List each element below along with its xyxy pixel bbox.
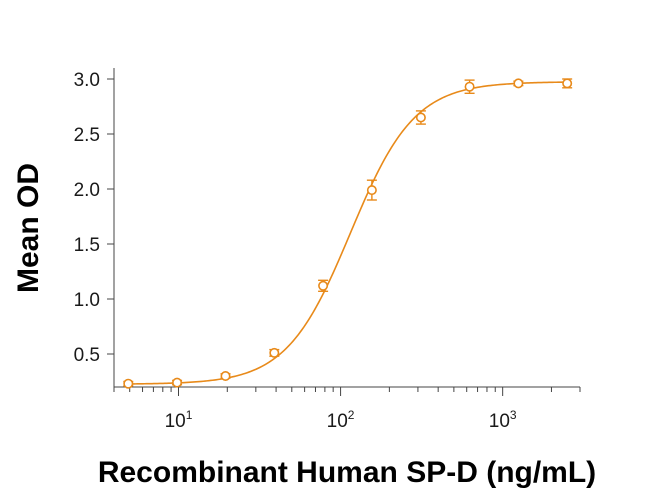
data-point bbox=[415, 110, 426, 125]
point-marker bbox=[220, 370, 231, 381]
y-tick-label: 2.0 bbox=[74, 180, 100, 201]
point-marker bbox=[269, 347, 280, 358]
data-point bbox=[562, 78, 573, 89]
point-marker bbox=[415, 112, 426, 123]
data-point bbox=[318, 279, 329, 292]
fit-curve bbox=[128, 81, 568, 385]
data-point bbox=[123, 378, 134, 389]
x-tick-label: 101 bbox=[165, 408, 193, 432]
data-point bbox=[172, 377, 183, 388]
axes bbox=[113, 68, 580, 388]
data-point bbox=[464, 79, 475, 95]
y-tick-label: 3.0 bbox=[74, 70, 100, 91]
point-marker bbox=[123, 378, 134, 389]
data-point bbox=[220, 370, 231, 381]
ticks bbox=[107, 78, 581, 396]
x-axis-title: Recombinant Human SP-D (ng/mL) bbox=[98, 456, 596, 489]
point-marker bbox=[562, 78, 573, 89]
y-tick-label: 1.0 bbox=[74, 290, 100, 311]
y-axis-title: Mean OD bbox=[12, 163, 45, 293]
data-point bbox=[269, 347, 280, 358]
x-tick-label: 102 bbox=[327, 408, 355, 432]
point-marker bbox=[172, 377, 183, 388]
x-tick-label: 103 bbox=[489, 408, 517, 432]
tick-labels: 0.5 1.0 1.5 2.0 2.5 3.0 101 102 103 bbox=[74, 70, 517, 432]
point-marker bbox=[366, 185, 377, 196]
fit-curve-group bbox=[128, 81, 568, 385]
data-points-group bbox=[123, 78, 573, 389]
y-tick-label: 1.5 bbox=[74, 235, 100, 256]
data-point bbox=[366, 179, 377, 201]
y-tick-label: 2.5 bbox=[74, 125, 100, 146]
point-marker bbox=[464, 81, 475, 92]
point-marker bbox=[513, 78, 524, 89]
point-marker bbox=[318, 280, 329, 291]
y-tick-label: 0.5 bbox=[74, 345, 100, 366]
data-point bbox=[513, 78, 524, 89]
